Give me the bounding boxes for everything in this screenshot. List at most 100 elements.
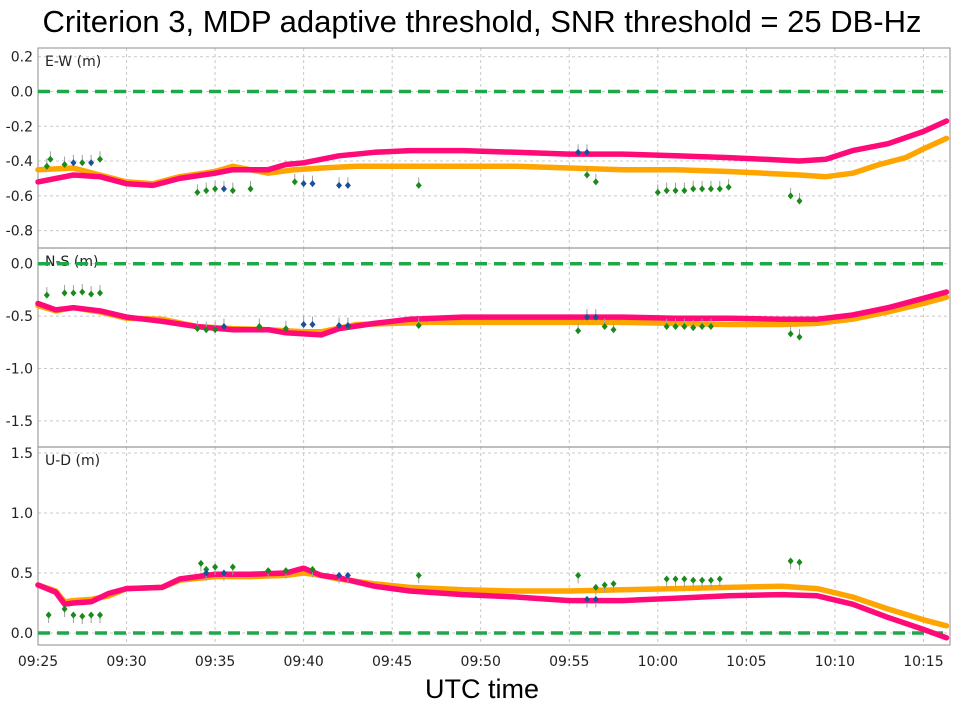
green-marker xyxy=(203,187,210,195)
blue-marker xyxy=(70,159,77,167)
green-marker xyxy=(212,326,219,334)
panel-label: U-D (m) xyxy=(45,453,100,469)
green-marker xyxy=(212,563,219,571)
green-marker xyxy=(88,290,95,298)
green-marker xyxy=(265,567,272,575)
green-marker xyxy=(583,171,590,179)
blue-marker xyxy=(203,569,210,577)
panel-2: 1.5 1.0 0.5 0.0 U-D (m) xyxy=(11,446,951,646)
green-marker xyxy=(79,288,86,296)
green-marker xyxy=(592,583,599,591)
green-marker xyxy=(197,559,204,567)
green-marker xyxy=(194,188,201,196)
x-tick-label: 09:25 xyxy=(18,654,58,670)
green-marker xyxy=(203,565,210,573)
green-marker xyxy=(203,326,210,334)
x-tick-label: 10:05 xyxy=(726,654,766,670)
panel-0: 0.2 0.0 -0.2 -0.4 -0.6 -0.8 E-W (m) xyxy=(6,47,951,249)
blue-marker xyxy=(344,181,351,189)
green-marker xyxy=(592,178,599,186)
green-marker xyxy=(45,611,52,619)
panel-label: N-S (m) xyxy=(45,254,98,270)
blue-marker xyxy=(309,320,316,328)
blue-marker xyxy=(575,148,582,156)
green-marker xyxy=(70,289,77,297)
green-marker xyxy=(575,571,582,579)
x-tick-label: 10:15 xyxy=(903,654,943,670)
green-marker xyxy=(663,187,670,195)
green-marker xyxy=(415,322,422,330)
y-tick-label: -0.2 xyxy=(6,119,33,135)
green-marker xyxy=(194,325,201,333)
blue-marker xyxy=(88,159,95,167)
green-marker xyxy=(796,333,803,341)
blue-marker xyxy=(336,181,343,189)
green-marker xyxy=(61,161,68,169)
green-marker xyxy=(787,192,794,200)
green-marker xyxy=(796,197,803,205)
pink-series-line xyxy=(35,565,950,641)
blue-marker xyxy=(592,595,599,603)
green-marker xyxy=(88,611,95,619)
blue-marker xyxy=(583,313,590,321)
green-marker xyxy=(654,188,661,196)
green-marker xyxy=(79,159,86,167)
blue-marker xyxy=(220,185,227,193)
green-marker xyxy=(610,326,617,334)
green-marker xyxy=(43,162,50,170)
green-marker xyxy=(229,187,236,195)
y-tick-label: 1.0 xyxy=(11,506,33,522)
green-marker xyxy=(256,323,263,331)
pink-series-line xyxy=(35,118,950,189)
green-marker xyxy=(601,581,608,589)
blue-marker xyxy=(592,313,599,321)
x-tick-label: 09:30 xyxy=(106,654,146,670)
y-tick-label: 0.0 xyxy=(11,626,33,642)
green-marker xyxy=(707,576,714,584)
panel-1: 0.0 -0.5 -1.0 -1.5 N-S (m) xyxy=(6,247,951,448)
green-marker xyxy=(291,178,298,186)
blue-marker xyxy=(300,320,307,328)
green-marker xyxy=(672,575,679,583)
y-tick-label: -0.5 xyxy=(6,309,33,325)
green-marker xyxy=(707,323,714,331)
green-marker xyxy=(70,611,77,619)
panel-frame xyxy=(37,247,951,448)
green-marker xyxy=(716,185,723,193)
pink-series-line xyxy=(35,289,950,338)
green-marker xyxy=(787,557,794,565)
panel-label: E-W (m) xyxy=(45,54,101,70)
blue-marker xyxy=(344,322,351,330)
blue-marker xyxy=(336,322,343,330)
x-tick-label: 09:45 xyxy=(372,654,412,670)
green-marker xyxy=(282,325,289,333)
green-marker xyxy=(707,185,714,193)
x-tick-label: 09:55 xyxy=(549,654,589,670)
x-tick-label: 09:40 xyxy=(283,654,323,670)
green-marker xyxy=(247,185,254,193)
green-marker xyxy=(61,605,68,613)
y-tick-label: -0.6 xyxy=(6,189,33,205)
panel-frame xyxy=(37,446,951,646)
green-marker xyxy=(282,567,289,575)
x-axis-title: UTC time xyxy=(425,674,539,704)
x-tick-label: 09:50 xyxy=(461,654,501,670)
x-tick-label: 09:35 xyxy=(195,654,235,670)
y-tick-label: -1.0 xyxy=(6,361,33,377)
green-marker xyxy=(415,571,422,579)
green-marker xyxy=(681,187,688,195)
y-tick-label: -1.5 xyxy=(6,414,33,430)
green-marker xyxy=(96,289,103,297)
y-tick-label: 0.2 xyxy=(11,50,33,66)
green-marker xyxy=(61,289,68,297)
green-marker xyxy=(681,323,688,331)
green-marker xyxy=(787,330,794,338)
y-tick-label: 0.0 xyxy=(11,257,33,273)
green-marker xyxy=(672,323,679,331)
panel-frame xyxy=(37,47,951,249)
green-marker xyxy=(96,155,103,163)
green-marker xyxy=(663,575,670,583)
y-tick-label: 1.5 xyxy=(11,446,33,462)
blue-marker xyxy=(344,571,351,579)
